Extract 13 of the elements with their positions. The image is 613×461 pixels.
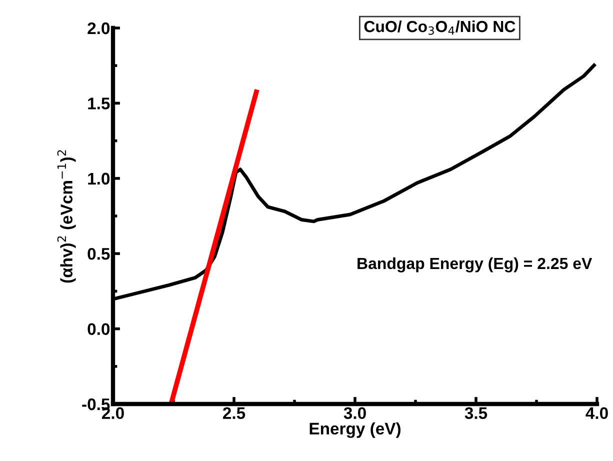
y-tick-label: 2.0 <box>88 22 110 34</box>
y-axis-title: (αhv)$^{2}$ (eVcm$^{−1}$)$^{2}$ <box>57 150 76 283</box>
annotation: Bandgap Energy (Eg) = 2.25 eV <box>358 257 592 272</box>
x-axis-title: Energy (eV) <box>310 422 400 438</box>
y-tick-label: 0.5 <box>88 248 110 260</box>
x-tick-label: 3.0 <box>344 407 366 420</box>
chart-title: CuO/ Co$_{3}$O$_{4}$/NiO NC <box>364 20 516 35</box>
y-tick-label: 1.5 <box>88 98 110 110</box>
x-tick-label: 2.5 <box>222 407 246 420</box>
x-tick-label: 4.0 <box>586 407 608 420</box>
y-tick-label: 0.0 <box>88 323 110 336</box>
y-tick-label: 1.0 <box>88 172 110 185</box>
x-tick-label: 3.5 <box>464 407 488 420</box>
